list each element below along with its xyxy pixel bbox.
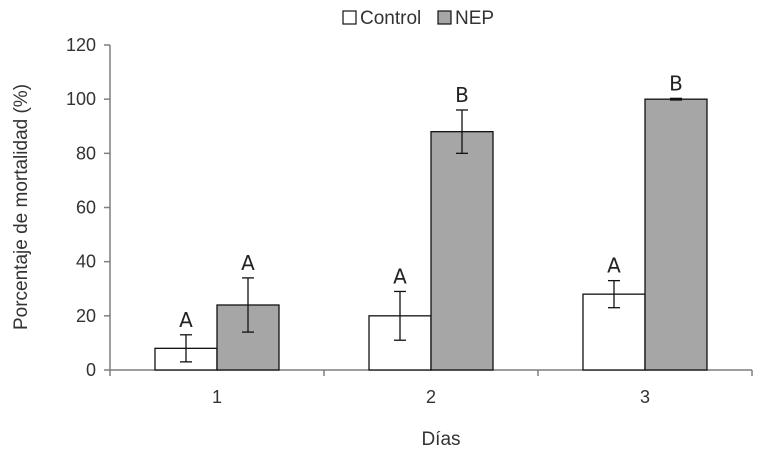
- significance-label: B: [455, 83, 469, 107]
- y-tick-label: 80: [76, 143, 96, 163]
- legend-label-nep: NEP: [455, 8, 494, 29]
- bar-nep-3: [644, 98, 708, 371]
- x-axis: 1 2 3: [109, 369, 753, 407]
- x-axis-label: Días: [421, 429, 460, 450]
- y-tick-label: 20: [76, 306, 96, 326]
- x-tick-label: 1: [212, 387, 222, 407]
- legend-label-control: Control: [360, 8, 421, 29]
- significance-label: A: [393, 264, 407, 288]
- y-tick-label: 60: [76, 198, 96, 218]
- x-tick-label: 2: [426, 387, 436, 407]
- bars: A A A A B B: [154, 71, 708, 371]
- legend: Control NEP: [342, 8, 494, 29]
- significance-label: A: [241, 251, 255, 275]
- legend-swatch-control: [342, 10, 357, 25]
- y-tick-label: 0: [86, 360, 96, 380]
- significance-label: A: [607, 254, 621, 278]
- y-tick-label: 40: [76, 252, 96, 272]
- legend-swatch-nep: [437, 10, 452, 25]
- significance-label: B: [669, 71, 683, 95]
- y-axis-label: Porcentaje de mortalidad (%): [11, 84, 32, 330]
- y-axis: 0 20 40 60 80 100 120: [66, 35, 111, 380]
- x-tick-label: 3: [640, 387, 650, 407]
- y-tick-label: 120: [66, 35, 96, 55]
- y-tick-label: 100: [66, 89, 96, 109]
- significance-label: A: [179, 308, 193, 332]
- bar-nep-2: [430, 131, 494, 371]
